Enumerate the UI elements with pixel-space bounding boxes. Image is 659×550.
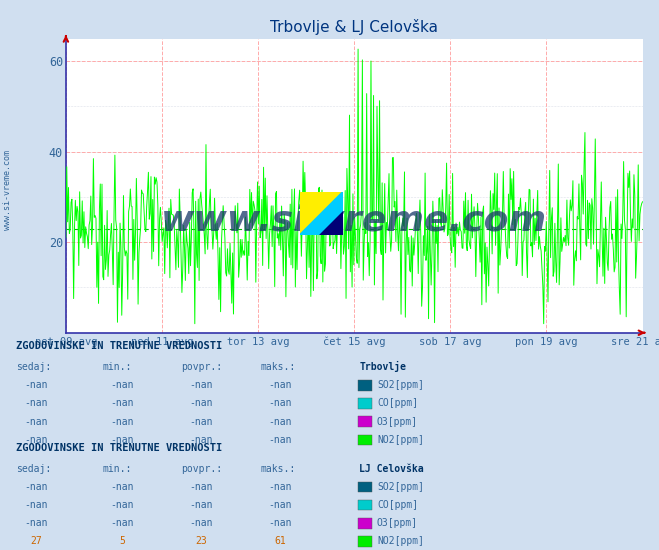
- Text: -nan: -nan: [24, 518, 48, 529]
- Text: -nan: -nan: [189, 482, 213, 492]
- Text: O3[ppm]: O3[ppm]: [377, 416, 418, 427]
- Text: 23: 23: [195, 536, 207, 547]
- Text: sedaj:: sedaj:: [16, 362, 51, 372]
- Text: -nan: -nan: [24, 398, 48, 409]
- Text: sedaj:: sedaj:: [16, 464, 51, 474]
- Text: -nan: -nan: [189, 518, 213, 529]
- Text: povpr.:: povpr.:: [181, 362, 222, 372]
- Text: -nan: -nan: [110, 416, 134, 427]
- Text: O3[ppm]: O3[ppm]: [377, 518, 418, 529]
- Text: -nan: -nan: [110, 398, 134, 409]
- Polygon shape: [300, 192, 343, 234]
- Text: -nan: -nan: [189, 380, 213, 390]
- Text: povpr.:: povpr.:: [181, 464, 222, 474]
- Text: ZGODOVINSKE IN TRENUTNE VREDNOSTI: ZGODOVINSKE IN TRENUTNE VREDNOSTI: [16, 443, 223, 453]
- Text: LJ Celovška: LJ Celovška: [359, 464, 424, 474]
- Text: Trbovlje: Trbovlje: [359, 361, 406, 372]
- Text: -nan: -nan: [268, 518, 292, 529]
- Polygon shape: [319, 211, 343, 234]
- Text: -nan: -nan: [268, 398, 292, 409]
- Text: -nan: -nan: [268, 482, 292, 492]
- Text: NO2[ppm]: NO2[ppm]: [377, 536, 424, 547]
- Text: -nan: -nan: [24, 482, 48, 492]
- Title: Trbovlje & LJ Celovška: Trbovlje & LJ Celovška: [270, 19, 438, 35]
- Text: -nan: -nan: [24, 500, 48, 510]
- Text: -nan: -nan: [268, 434, 292, 445]
- Text: SO2[ppm]: SO2[ppm]: [377, 380, 424, 390]
- Text: -nan: -nan: [189, 500, 213, 510]
- Text: -nan: -nan: [110, 482, 134, 492]
- Text: -nan: -nan: [24, 416, 48, 427]
- Text: -nan: -nan: [268, 500, 292, 510]
- Text: NO2[ppm]: NO2[ppm]: [377, 434, 424, 445]
- Text: -nan: -nan: [110, 500, 134, 510]
- Text: -nan: -nan: [110, 380, 134, 390]
- Text: 27: 27: [30, 536, 42, 547]
- Text: -nan: -nan: [189, 434, 213, 445]
- Text: -nan: -nan: [110, 434, 134, 445]
- Text: -nan: -nan: [189, 398, 213, 409]
- Text: www.si-vreme.com: www.si-vreme.com: [3, 150, 13, 230]
- Text: -nan: -nan: [189, 416, 213, 427]
- Text: ZGODOVINSKE IN TRENUTNE VREDNOSTI: ZGODOVINSKE IN TRENUTNE VREDNOSTI: [16, 341, 223, 351]
- Text: maks.:: maks.:: [260, 464, 295, 474]
- Text: -nan: -nan: [110, 518, 134, 529]
- Text: -nan: -nan: [268, 416, 292, 427]
- Text: 5: 5: [119, 536, 125, 547]
- Text: -nan: -nan: [24, 434, 48, 445]
- Text: -nan: -nan: [24, 380, 48, 390]
- Text: CO[ppm]: CO[ppm]: [377, 398, 418, 409]
- Text: min.:: min.:: [102, 464, 132, 474]
- Polygon shape: [300, 192, 343, 234]
- Text: min.:: min.:: [102, 362, 132, 372]
- Text: CO[ppm]: CO[ppm]: [377, 500, 418, 510]
- Text: maks.:: maks.:: [260, 362, 295, 372]
- Text: SO2[ppm]: SO2[ppm]: [377, 482, 424, 492]
- Text: 61: 61: [274, 536, 286, 547]
- Text: www.si-vreme.com: www.si-vreme.com: [161, 204, 547, 238]
- Text: -nan: -nan: [268, 380, 292, 390]
